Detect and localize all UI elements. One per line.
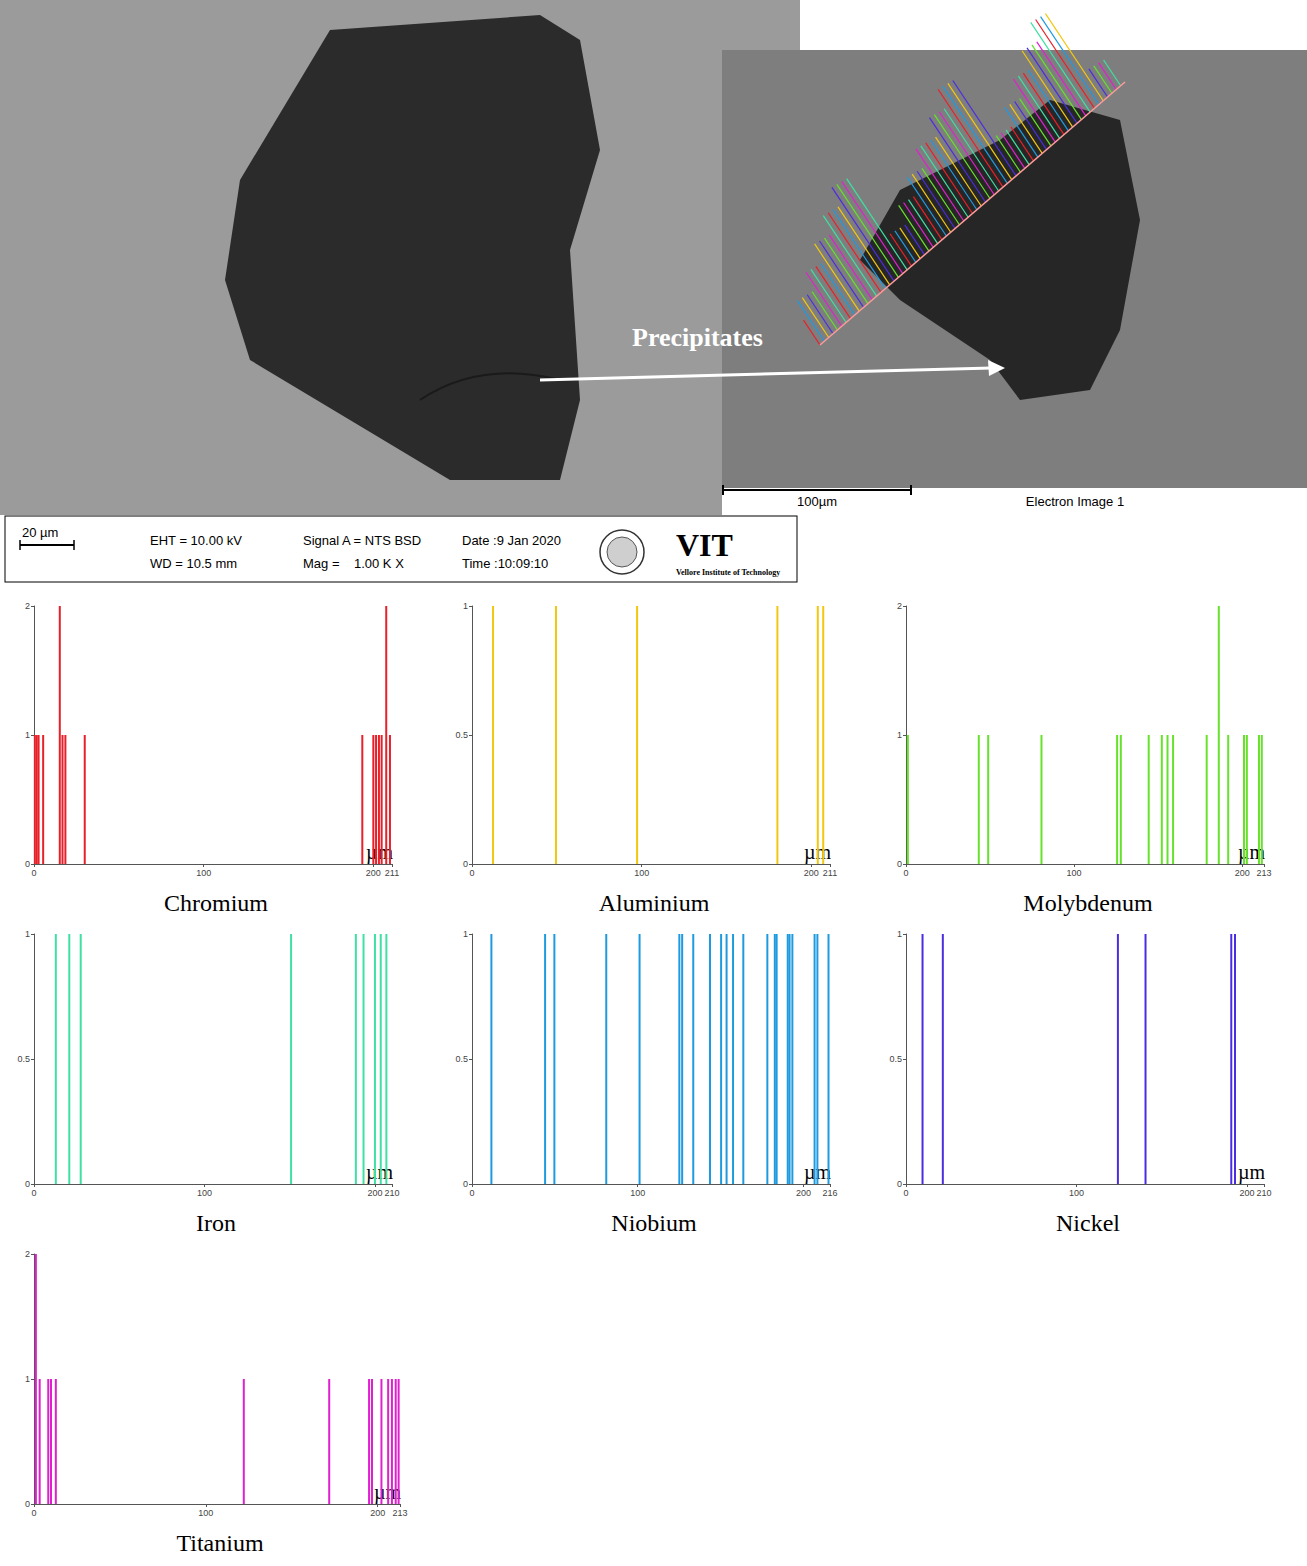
svg-text:Nickel: Nickel <box>1056 1210 1120 1236</box>
svg-text:200: 200 <box>804 868 819 878</box>
svg-text:200: 200 <box>796 1188 811 1198</box>
svg-text:2: 2 <box>25 601 30 611</box>
svg-text:0: 0 <box>25 1499 30 1509</box>
svg-text:210: 210 <box>1256 1188 1271 1198</box>
svg-text:200: 200 <box>370 1508 385 1518</box>
svg-text:µm: µm <box>366 1161 394 1183</box>
svg-text:Chromium: Chromium <box>164 890 268 916</box>
svg-text:µm: µm <box>1238 841 1266 863</box>
svg-text:1: 1 <box>897 929 902 939</box>
svg-text:Mag = 1.00 K X: Mag = 1.00 K X <box>303 556 404 571</box>
svg-text:µm: µm <box>804 1161 832 1183</box>
svg-text:20 µm: 20 µm <box>22 525 58 540</box>
svg-text:0: 0 <box>469 868 474 878</box>
svg-text:0: 0 <box>25 1179 30 1189</box>
svg-text:Iron: Iron <box>196 1210 236 1236</box>
svg-text:200: 200 <box>367 1188 382 1198</box>
svg-text:Electron Image 1: Electron Image 1 <box>1026 494 1124 509</box>
svg-text:100: 100 <box>1067 868 1082 878</box>
svg-text:0: 0 <box>903 1188 908 1198</box>
svg-text:100: 100 <box>197 1188 212 1198</box>
svg-text:213: 213 <box>1256 868 1271 878</box>
svg-text:Titanium: Titanium <box>176 1530 263 1556</box>
svg-text:WD = 10.5 mm: WD = 10.5 mm <box>150 556 237 571</box>
svg-text:100: 100 <box>196 868 211 878</box>
svg-text:100: 100 <box>630 1188 645 1198</box>
svg-text:100: 100 <box>634 868 649 878</box>
svg-text:213: 213 <box>392 1508 407 1518</box>
svg-text:µm: µm <box>374 1481 402 1503</box>
svg-text:0.5: 0.5 <box>455 1054 468 1064</box>
svg-text:210: 210 <box>384 1188 399 1198</box>
svg-text:211: 211 <box>385 868 399 878</box>
svg-text:VIT: VIT <box>676 527 733 563</box>
svg-text:µm: µm <box>804 841 832 863</box>
svg-text:Signal A = NTS BSD: Signal A = NTS BSD <box>303 533 421 548</box>
svg-text:0.5: 0.5 <box>17 1054 30 1064</box>
svg-text:100: 100 <box>198 1508 213 1518</box>
svg-text:1: 1 <box>463 601 468 611</box>
svg-text:1: 1 <box>25 730 30 740</box>
svg-text:2: 2 <box>897 601 902 611</box>
svg-text:Aluminium: Aluminium <box>599 890 710 916</box>
svg-text:Precipitates: Precipitates <box>632 323 763 352</box>
svg-text:2: 2 <box>25 1249 30 1259</box>
svg-text:200: 200 <box>1239 1188 1254 1198</box>
svg-text:0: 0 <box>31 868 36 878</box>
svg-text:0: 0 <box>31 1508 36 1518</box>
svg-text:0: 0 <box>463 859 468 869</box>
svg-text:1: 1 <box>25 1374 30 1384</box>
svg-text:211: 211 <box>823 868 837 878</box>
svg-text:100µm: 100µm <box>797 494 837 509</box>
svg-text:0: 0 <box>903 868 908 878</box>
svg-text:Date :9 Jan 2020: Date :9 Jan 2020 <box>462 533 561 548</box>
svg-text:Time :10:09:10: Time :10:09:10 <box>462 556 548 571</box>
svg-text:Niobium: Niobium <box>611 1210 697 1236</box>
svg-text:Vellore Institute of Technolog: Vellore Institute of Technology <box>676 568 780 577</box>
svg-text:1: 1 <box>897 730 902 740</box>
svg-text:0: 0 <box>897 1179 902 1189</box>
svg-text:0.5: 0.5 <box>455 730 468 740</box>
svg-text:EHT = 10.00 kV: EHT = 10.00 kV <box>150 533 242 548</box>
svg-text:1: 1 <box>463 929 468 939</box>
svg-text:0: 0 <box>469 1188 474 1198</box>
svg-text:0: 0 <box>463 1179 468 1189</box>
svg-text:1: 1 <box>25 929 30 939</box>
svg-text:0: 0 <box>25 859 30 869</box>
svg-text:Molybdenum: Molybdenum <box>1023 890 1153 916</box>
svg-text:200: 200 <box>1235 868 1250 878</box>
svg-text:µm: µm <box>1238 1161 1266 1184</box>
svg-text:200: 200 <box>366 868 381 878</box>
svg-text:216: 216 <box>822 1188 837 1198</box>
svg-text:0.5: 0.5 <box>889 1054 902 1064</box>
svg-text:100: 100 <box>1069 1188 1084 1198</box>
svg-text:0: 0 <box>31 1188 36 1198</box>
svg-text:0: 0 <box>897 859 902 869</box>
